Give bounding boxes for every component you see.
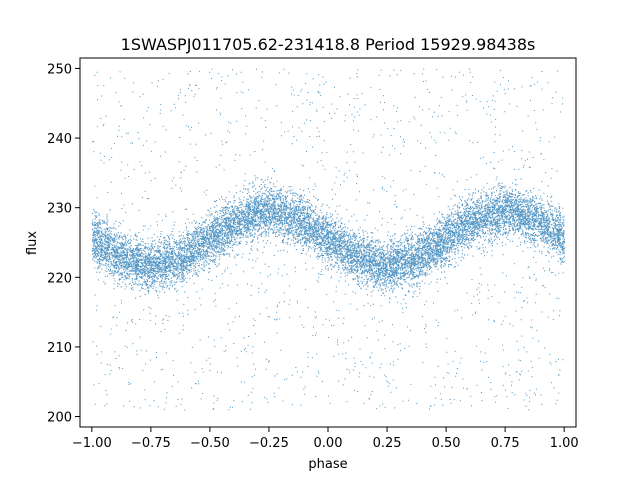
x-tick-label: −1.00 (72, 436, 112, 451)
y-tick-label: 250 (47, 62, 72, 77)
chart-title: 1SWASPJ011705.62-231418.8 Period 15929.9… (121, 35, 536, 54)
x-tick-label: 0.00 (314, 436, 343, 451)
x-tick-label: 0.75 (491, 436, 520, 451)
y-tick-label: 240 (47, 132, 72, 147)
x-tick-label: −0.50 (190, 436, 230, 451)
x-tick-label: 0.50 (432, 436, 461, 451)
x-axis: −1.00 −0.75 −0.50 −0.25 0.00 0.25 0.50 0.75 1.00 (72, 427, 579, 451)
y-tick-label: 220 (47, 271, 72, 286)
x-tick-label: −0.75 (131, 436, 171, 451)
y-tick-label: 210 (47, 341, 72, 356)
x-axis-label: phase (308, 457, 347, 472)
y-axis: 200 210 220 230 240 250 (47, 62, 80, 426)
y-axis-label: flux (25, 231, 40, 255)
y-tick-label: 200 (47, 411, 72, 426)
y-tick-label: 230 (47, 202, 72, 217)
x-tick-label: −0.25 (249, 436, 289, 451)
x-tick-label: 1.00 (550, 436, 579, 451)
scatter-points (91, 68, 566, 411)
scatter-core-points (91, 177, 566, 308)
x-tick-label: 0.25 (373, 436, 402, 451)
